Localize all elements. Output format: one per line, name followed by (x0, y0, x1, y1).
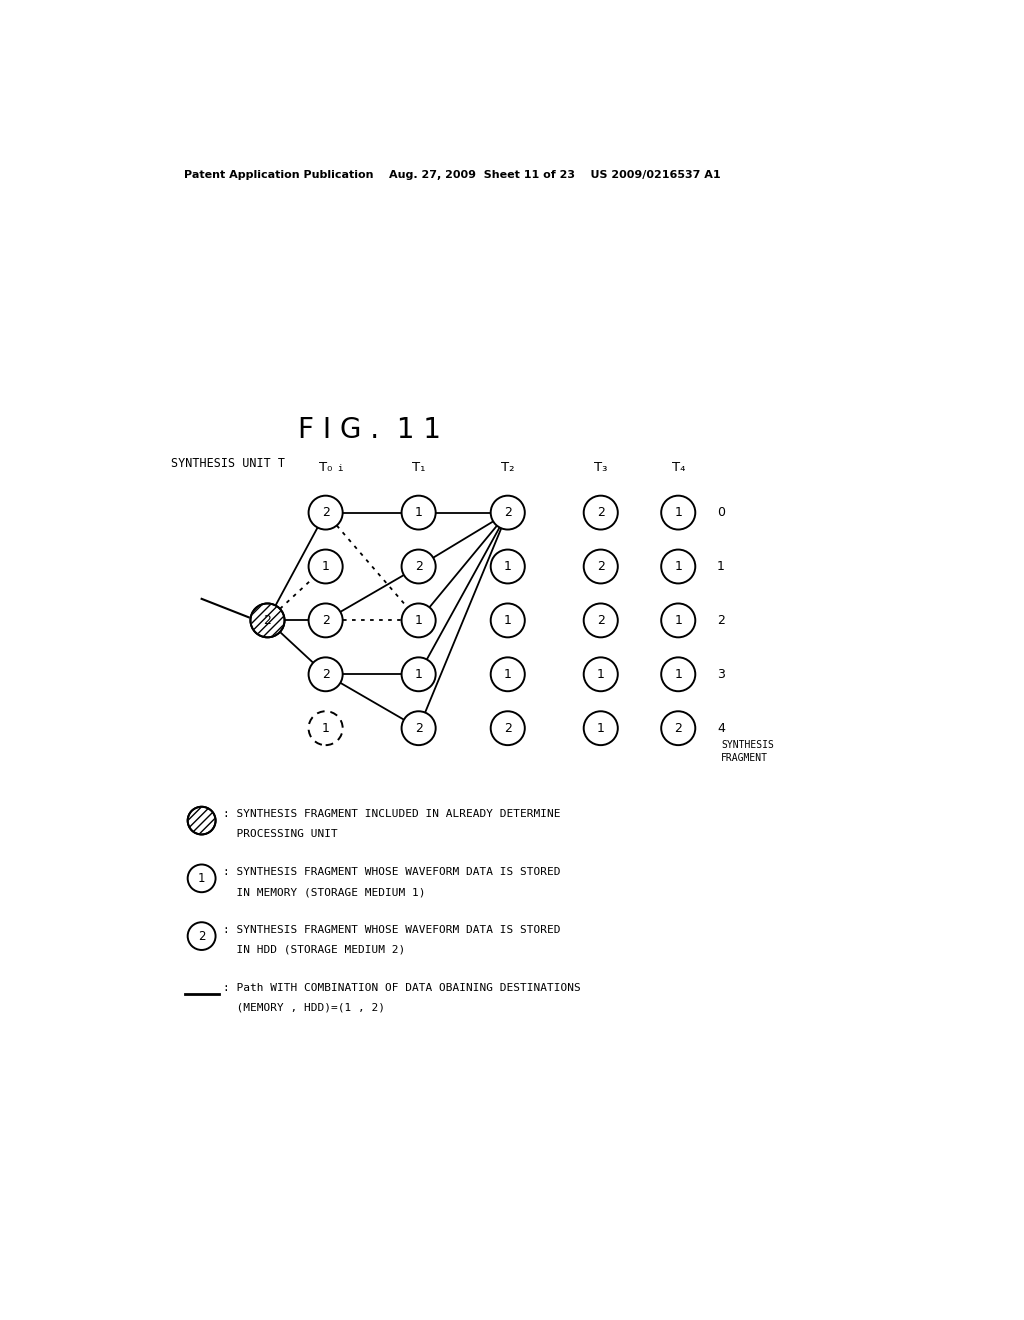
Text: 2: 2 (322, 668, 330, 681)
Text: 2: 2 (675, 722, 682, 735)
Circle shape (308, 711, 343, 744)
Circle shape (662, 549, 695, 583)
Text: 1: 1 (504, 560, 512, 573)
Circle shape (584, 603, 617, 638)
Text: : SYNTHESIS FRAGMENT WHOSE WAVEFORM DATA IS STORED: : SYNTHESIS FRAGMENT WHOSE WAVEFORM DATA… (223, 925, 561, 935)
Text: 1: 1 (675, 668, 682, 681)
Text: T₄: T₄ (672, 461, 685, 474)
Circle shape (584, 495, 617, 529)
Circle shape (308, 495, 343, 529)
Circle shape (187, 807, 216, 834)
Text: 1: 1 (675, 506, 682, 519)
Circle shape (584, 711, 617, 744)
Text: 1: 1 (504, 614, 512, 627)
Text: 4: 4 (717, 722, 725, 735)
Text: 2: 2 (415, 560, 423, 573)
Text: Patent Application Publication    Aug. 27, 2009  Sheet 11 of 23    US 2009/02165: Patent Application Publication Aug. 27, … (183, 170, 721, 180)
Circle shape (401, 549, 435, 583)
Text: 1: 1 (675, 560, 682, 573)
Circle shape (584, 549, 617, 583)
Circle shape (584, 657, 617, 692)
Circle shape (401, 657, 435, 692)
Text: 3: 3 (717, 668, 725, 681)
Text: 1: 1 (504, 668, 512, 681)
Text: 2: 2 (504, 506, 512, 519)
Circle shape (662, 711, 695, 744)
Circle shape (662, 603, 695, 638)
Text: T₀: T₀ (318, 461, 333, 474)
Text: 1: 1 (597, 722, 605, 735)
Text: T₁: T₁ (412, 461, 425, 474)
Text: 2: 2 (504, 722, 512, 735)
Text: 1: 1 (322, 722, 330, 735)
Circle shape (490, 603, 524, 638)
Circle shape (251, 603, 285, 638)
Text: 0: 0 (717, 506, 725, 519)
Text: 2: 2 (263, 614, 271, 627)
Text: 2: 2 (597, 560, 605, 573)
Text: (MEMORY , HDD)=(1 , 2): (MEMORY , HDD)=(1 , 2) (223, 1003, 385, 1012)
Text: 1: 1 (675, 614, 682, 627)
Circle shape (662, 495, 695, 529)
Text: 2: 2 (322, 614, 330, 627)
Text: SYNTHESIS UNIT T: SYNTHESIS UNIT T (171, 457, 285, 470)
Text: : Path WITH COMBINATION OF DATA OBAINING DESTINATIONS: : Path WITH COMBINATION OF DATA OBAINING… (223, 982, 581, 993)
Text: 2: 2 (717, 614, 725, 627)
Text: : SYNTHESIS FRAGMENT WHOSE WAVEFORM DATA IS STORED: : SYNTHESIS FRAGMENT WHOSE WAVEFORM DATA… (223, 867, 561, 878)
Text: 2: 2 (597, 614, 605, 627)
Circle shape (490, 711, 524, 744)
Text: 1: 1 (415, 506, 423, 519)
Text: T₃: T₃ (594, 461, 607, 474)
Text: 1: 1 (415, 668, 423, 681)
Text: IN HDD (STORAGE MEDIUM 2): IN HDD (STORAGE MEDIUM 2) (223, 945, 406, 954)
Text: 2: 2 (415, 722, 423, 735)
Circle shape (490, 657, 524, 692)
Circle shape (308, 603, 343, 638)
Circle shape (401, 711, 435, 744)
Text: T₂: T₂ (501, 461, 514, 474)
Circle shape (490, 495, 524, 529)
Text: SYNTHESIS
FRAGMENT: SYNTHESIS FRAGMENT (721, 739, 774, 763)
Text: 1: 1 (198, 871, 206, 884)
Circle shape (308, 657, 343, 692)
Text: 1: 1 (415, 614, 423, 627)
Text: 2: 2 (597, 506, 605, 519)
Circle shape (187, 923, 216, 950)
Text: PROCESSING UNIT: PROCESSING UNIT (223, 829, 338, 840)
Text: 1: 1 (322, 560, 330, 573)
Text: 2: 2 (198, 929, 206, 942)
Circle shape (187, 865, 216, 892)
Text: i: i (337, 465, 343, 474)
Text: 1: 1 (717, 560, 725, 573)
Text: F I G .  1 1: F I G . 1 1 (299, 416, 441, 445)
Text: : SYNTHESIS FRAGMENT INCLUDED IN ALREADY DETERMINE: : SYNTHESIS FRAGMENT INCLUDED IN ALREADY… (223, 809, 561, 820)
Circle shape (490, 549, 524, 583)
Circle shape (308, 549, 343, 583)
Text: 2: 2 (322, 506, 330, 519)
Text: 1: 1 (597, 668, 605, 681)
Text: IN MEMORY (STORAGE MEDIUM 1): IN MEMORY (STORAGE MEDIUM 1) (223, 887, 426, 898)
Circle shape (401, 495, 435, 529)
Circle shape (401, 603, 435, 638)
Circle shape (662, 657, 695, 692)
